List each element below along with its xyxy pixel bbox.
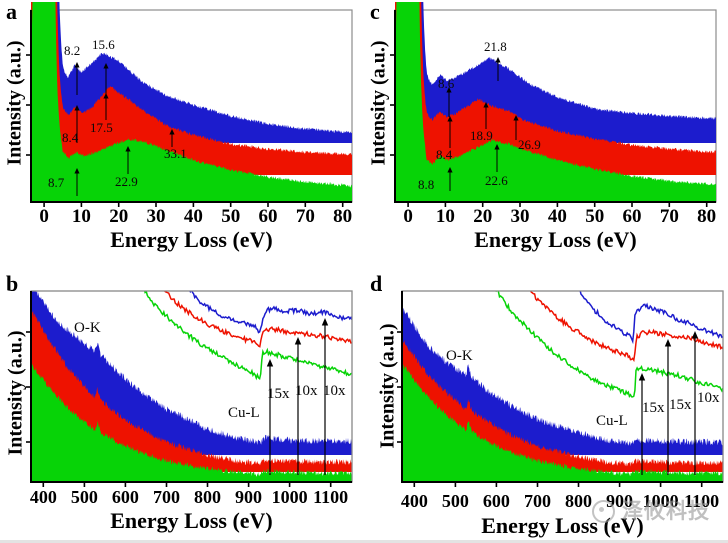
y-axis-label: Intensity (a.u.) [3, 40, 26, 166]
arrow-head [125, 146, 131, 152]
panel-a: 0 10 20 30 40 50 60 70 80 8.2 15.6 8.4 17.5 33.1 8.7 22… [0, 0, 364, 271]
core-loss-spectra-plot-b [26, 290, 353, 487]
panel-label-d: d [370, 271, 383, 296]
panel-label-b: b [6, 271, 19, 296]
spectrum-red [31, 310, 352, 472]
arrow-head [74, 105, 80, 111]
axes [30, 291, 352, 483]
arrow-head [447, 167, 453, 173]
arrow-head [321, 318, 329, 326]
spectrum-green [31, 362, 352, 482]
panel-label-c: c [370, 0, 380, 24]
image-bottom-edge [0, 540, 728, 543]
x-axis-label: Energy Loss (eV) [474, 227, 637, 252]
magnified-trace-blue-10x [579, 291, 723, 345]
magnified-trace-red-15x [529, 291, 723, 363]
magnified-trace-green-15x [142, 291, 352, 381]
arrow-head [494, 144, 500, 150]
magnified-trace-green-15x [495, 291, 723, 399]
watermark-text: 泽攸科技 [622, 499, 710, 523]
spectrum-red [31, 2, 352, 175]
arrow-head [638, 373, 646, 381]
watermark-logo-icon [592, 500, 615, 523]
spectrum-red [395, 2, 716, 175]
panel-c: 0 10 20 30 40 50 60 70 80 8.6 21.8 8.4 18.9 26.9 8.8 22… [364, 0, 728, 271]
spectrum-green [31, 2, 352, 202]
arrow-head [513, 115, 519, 121]
spectrum-green [395, 2, 716, 202]
x-axis-label: Energy Loss (eV) [110, 508, 273, 533]
low-loss-spectra-plot-c [390, 2, 717, 207]
axes [394, 10, 716, 203]
arrow-head [74, 168, 80, 174]
arrow-head [169, 129, 175, 135]
arrow-head [664, 339, 672, 347]
arrow-head [446, 87, 452, 93]
magnified-trace-red-10x [163, 291, 352, 348]
arrow-head [495, 57, 501, 63]
y-axis-label: Intensity (a.u.) [367, 40, 390, 166]
spectrum-blue [402, 305, 723, 455]
arrow-head [103, 93, 109, 99]
arrow-head [447, 116, 453, 122]
panel-b: 400 500 600 700 800 900 1000 1100 O-K Cu-L 15x 10x 1… [0, 272, 364, 543]
arrow-head [483, 102, 489, 108]
arrow-head [691, 331, 699, 339]
arrow-head [74, 62, 80, 68]
axes [30, 10, 352, 203]
arrow-head [294, 337, 302, 345]
x-axis-label: Energy Loss (eV) [110, 227, 273, 252]
watermark: 泽攸科技 [592, 500, 710, 523]
y-axis-label: Intensity (a.u.) [376, 323, 399, 449]
magnified-trace-blue-10x [189, 291, 352, 334]
y-axis-label: Intensity (a.u.) [4, 330, 27, 456]
spectrum-green [402, 364, 723, 482]
axes [401, 291, 723, 483]
low-loss-spectra-plot-a [26, 2, 353, 207]
core-loss-spectra-plot-d [397, 290, 724, 487]
arrow-head [103, 63, 109, 69]
panel-label-a: a [6, 0, 17, 24]
spectrum-red [402, 336, 723, 472]
arrow-head [266, 359, 274, 367]
